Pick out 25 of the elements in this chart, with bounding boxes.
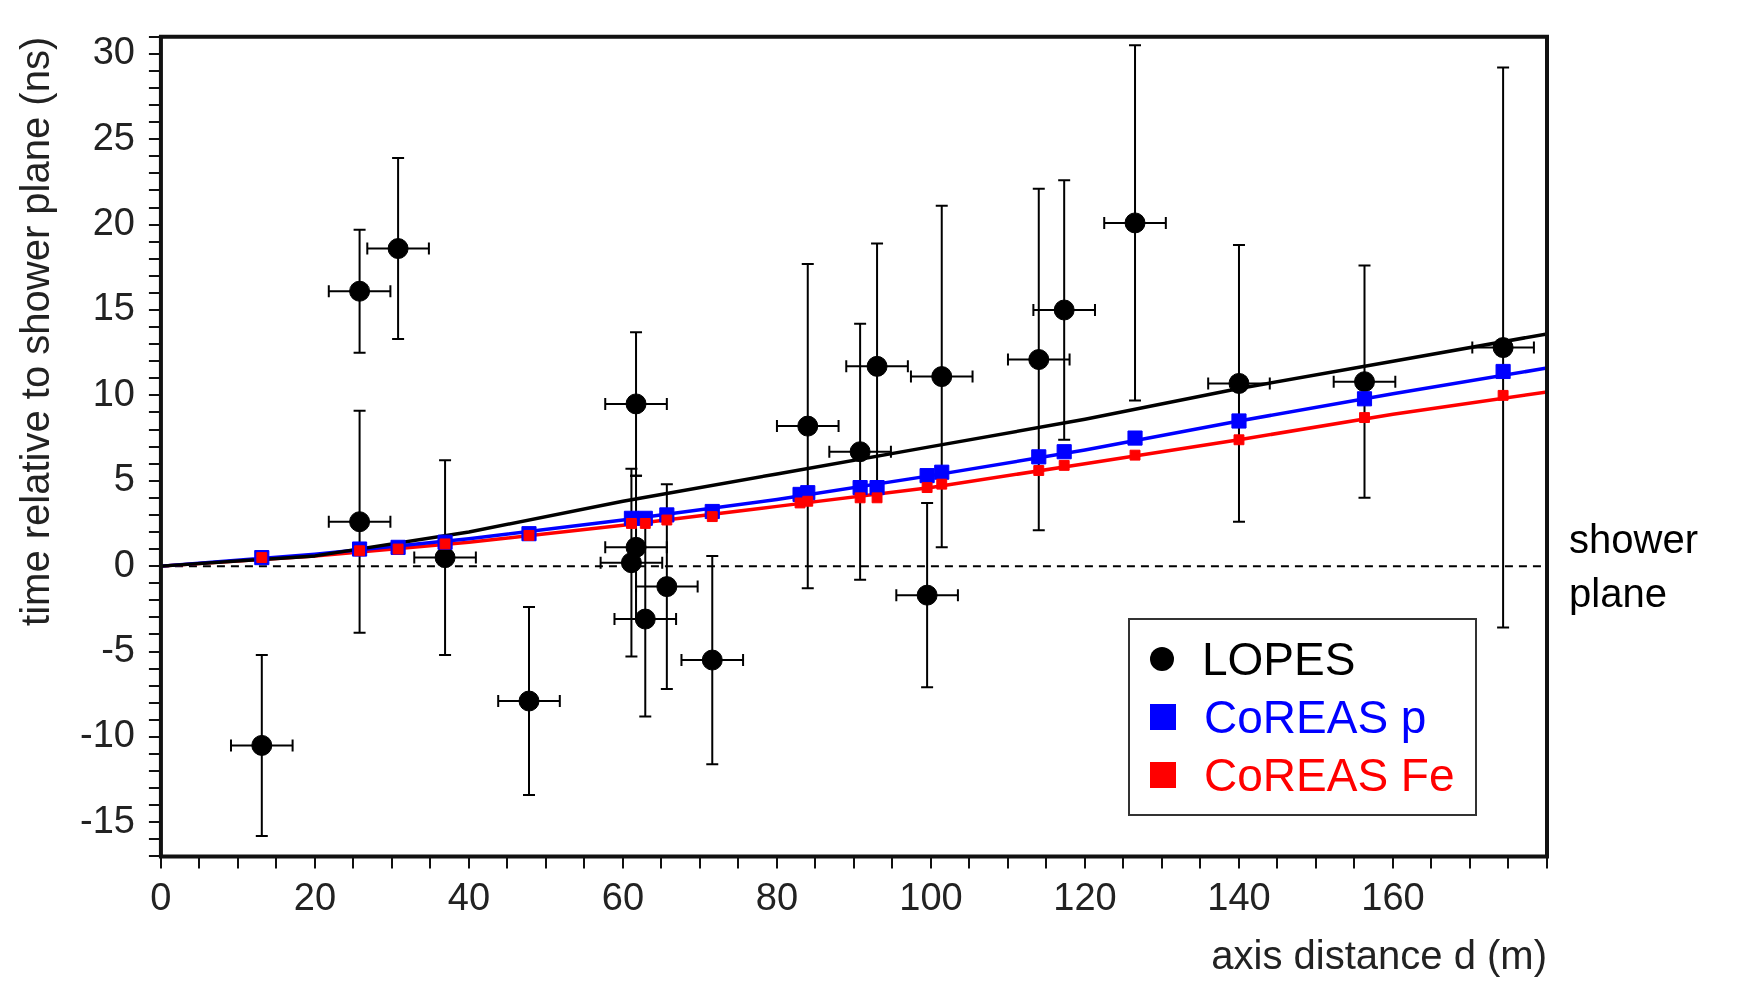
legend-label: CoREAS p xyxy=(1204,690,1427,746)
y-axis-title: time relative to shower plane (ns) xyxy=(13,36,58,626)
legend-label: LOPES xyxy=(1202,632,1356,688)
y-tick-label: 0 xyxy=(113,542,135,585)
y-tick-label: 15 xyxy=(92,286,135,329)
x-tick-label: 60 xyxy=(601,875,645,918)
y-tick-label: 5 xyxy=(113,457,135,500)
x-tick-label: 40 xyxy=(447,875,491,918)
x-tick-label: 80 xyxy=(755,875,799,918)
x-tick-label: 20 xyxy=(293,875,337,918)
x-tick-label: 120 xyxy=(1053,875,1117,918)
x-tick-label: 160 xyxy=(1361,875,1425,918)
y-tick-label: 20 xyxy=(92,201,135,244)
y-tick-label: 10 xyxy=(92,371,135,414)
y-tick-label: -15 xyxy=(80,798,135,841)
x-tick-label: 100 xyxy=(899,875,963,918)
x-axis-title: axis distance d (m) xyxy=(1211,933,1547,978)
y-tick-label: 30 xyxy=(92,30,135,73)
ref-line-label: shower plane xyxy=(1569,516,1699,618)
x-tick-label: 0 xyxy=(150,875,172,918)
legend-label: CoREAS Fe xyxy=(1204,748,1455,804)
x-tick-label: 140 xyxy=(1207,875,1271,918)
y-tick-label: -10 xyxy=(80,713,135,756)
y-tick-label: -5 xyxy=(101,627,135,670)
y-tick-label: 25 xyxy=(92,115,135,158)
